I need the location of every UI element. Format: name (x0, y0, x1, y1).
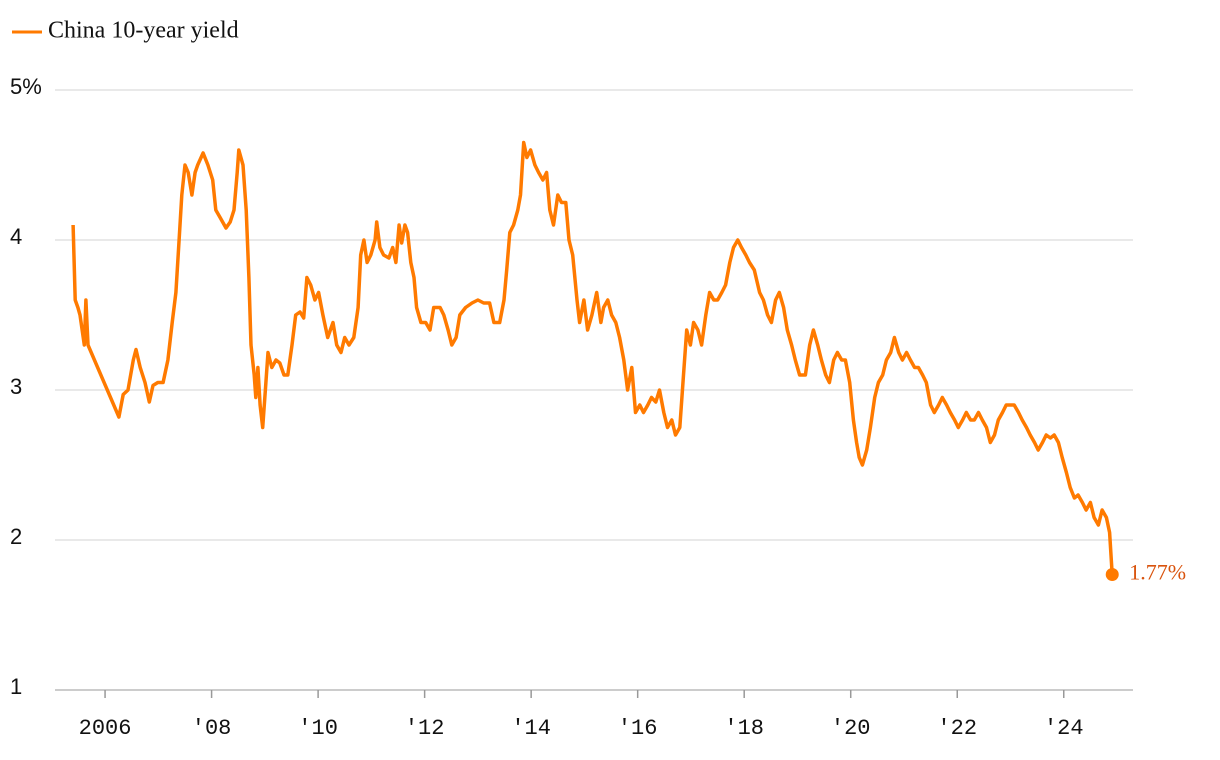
x-tick-label: 2006 (79, 716, 132, 741)
y-tick-label: 1 (10, 674, 22, 699)
x-tick-label: '24 (1044, 716, 1084, 741)
x-tick-label: '12 (405, 716, 445, 741)
end-dot (1105, 568, 1119, 581)
series-line (71, 140, 1114, 575)
x-tick-label: '20 (831, 716, 871, 741)
x-tick-label: '18 (724, 716, 764, 741)
y-tick-label: 4 (10, 224, 22, 249)
legend-label: China 10-year yield (48, 18, 239, 44)
y-tick-label: 3 (10, 374, 22, 399)
x-tick-label: '22 (937, 716, 977, 741)
x-tick-label: '10 (298, 716, 338, 741)
y-tick-label: 2 (10, 524, 22, 549)
x-tick-label: '08 (192, 716, 232, 741)
end-label: 1.77% (1129, 560, 1186, 585)
x-tick-label: '16 (618, 716, 658, 741)
x-tick-label: '14 (511, 716, 551, 741)
y-tick-label: 5% (10, 74, 42, 99)
